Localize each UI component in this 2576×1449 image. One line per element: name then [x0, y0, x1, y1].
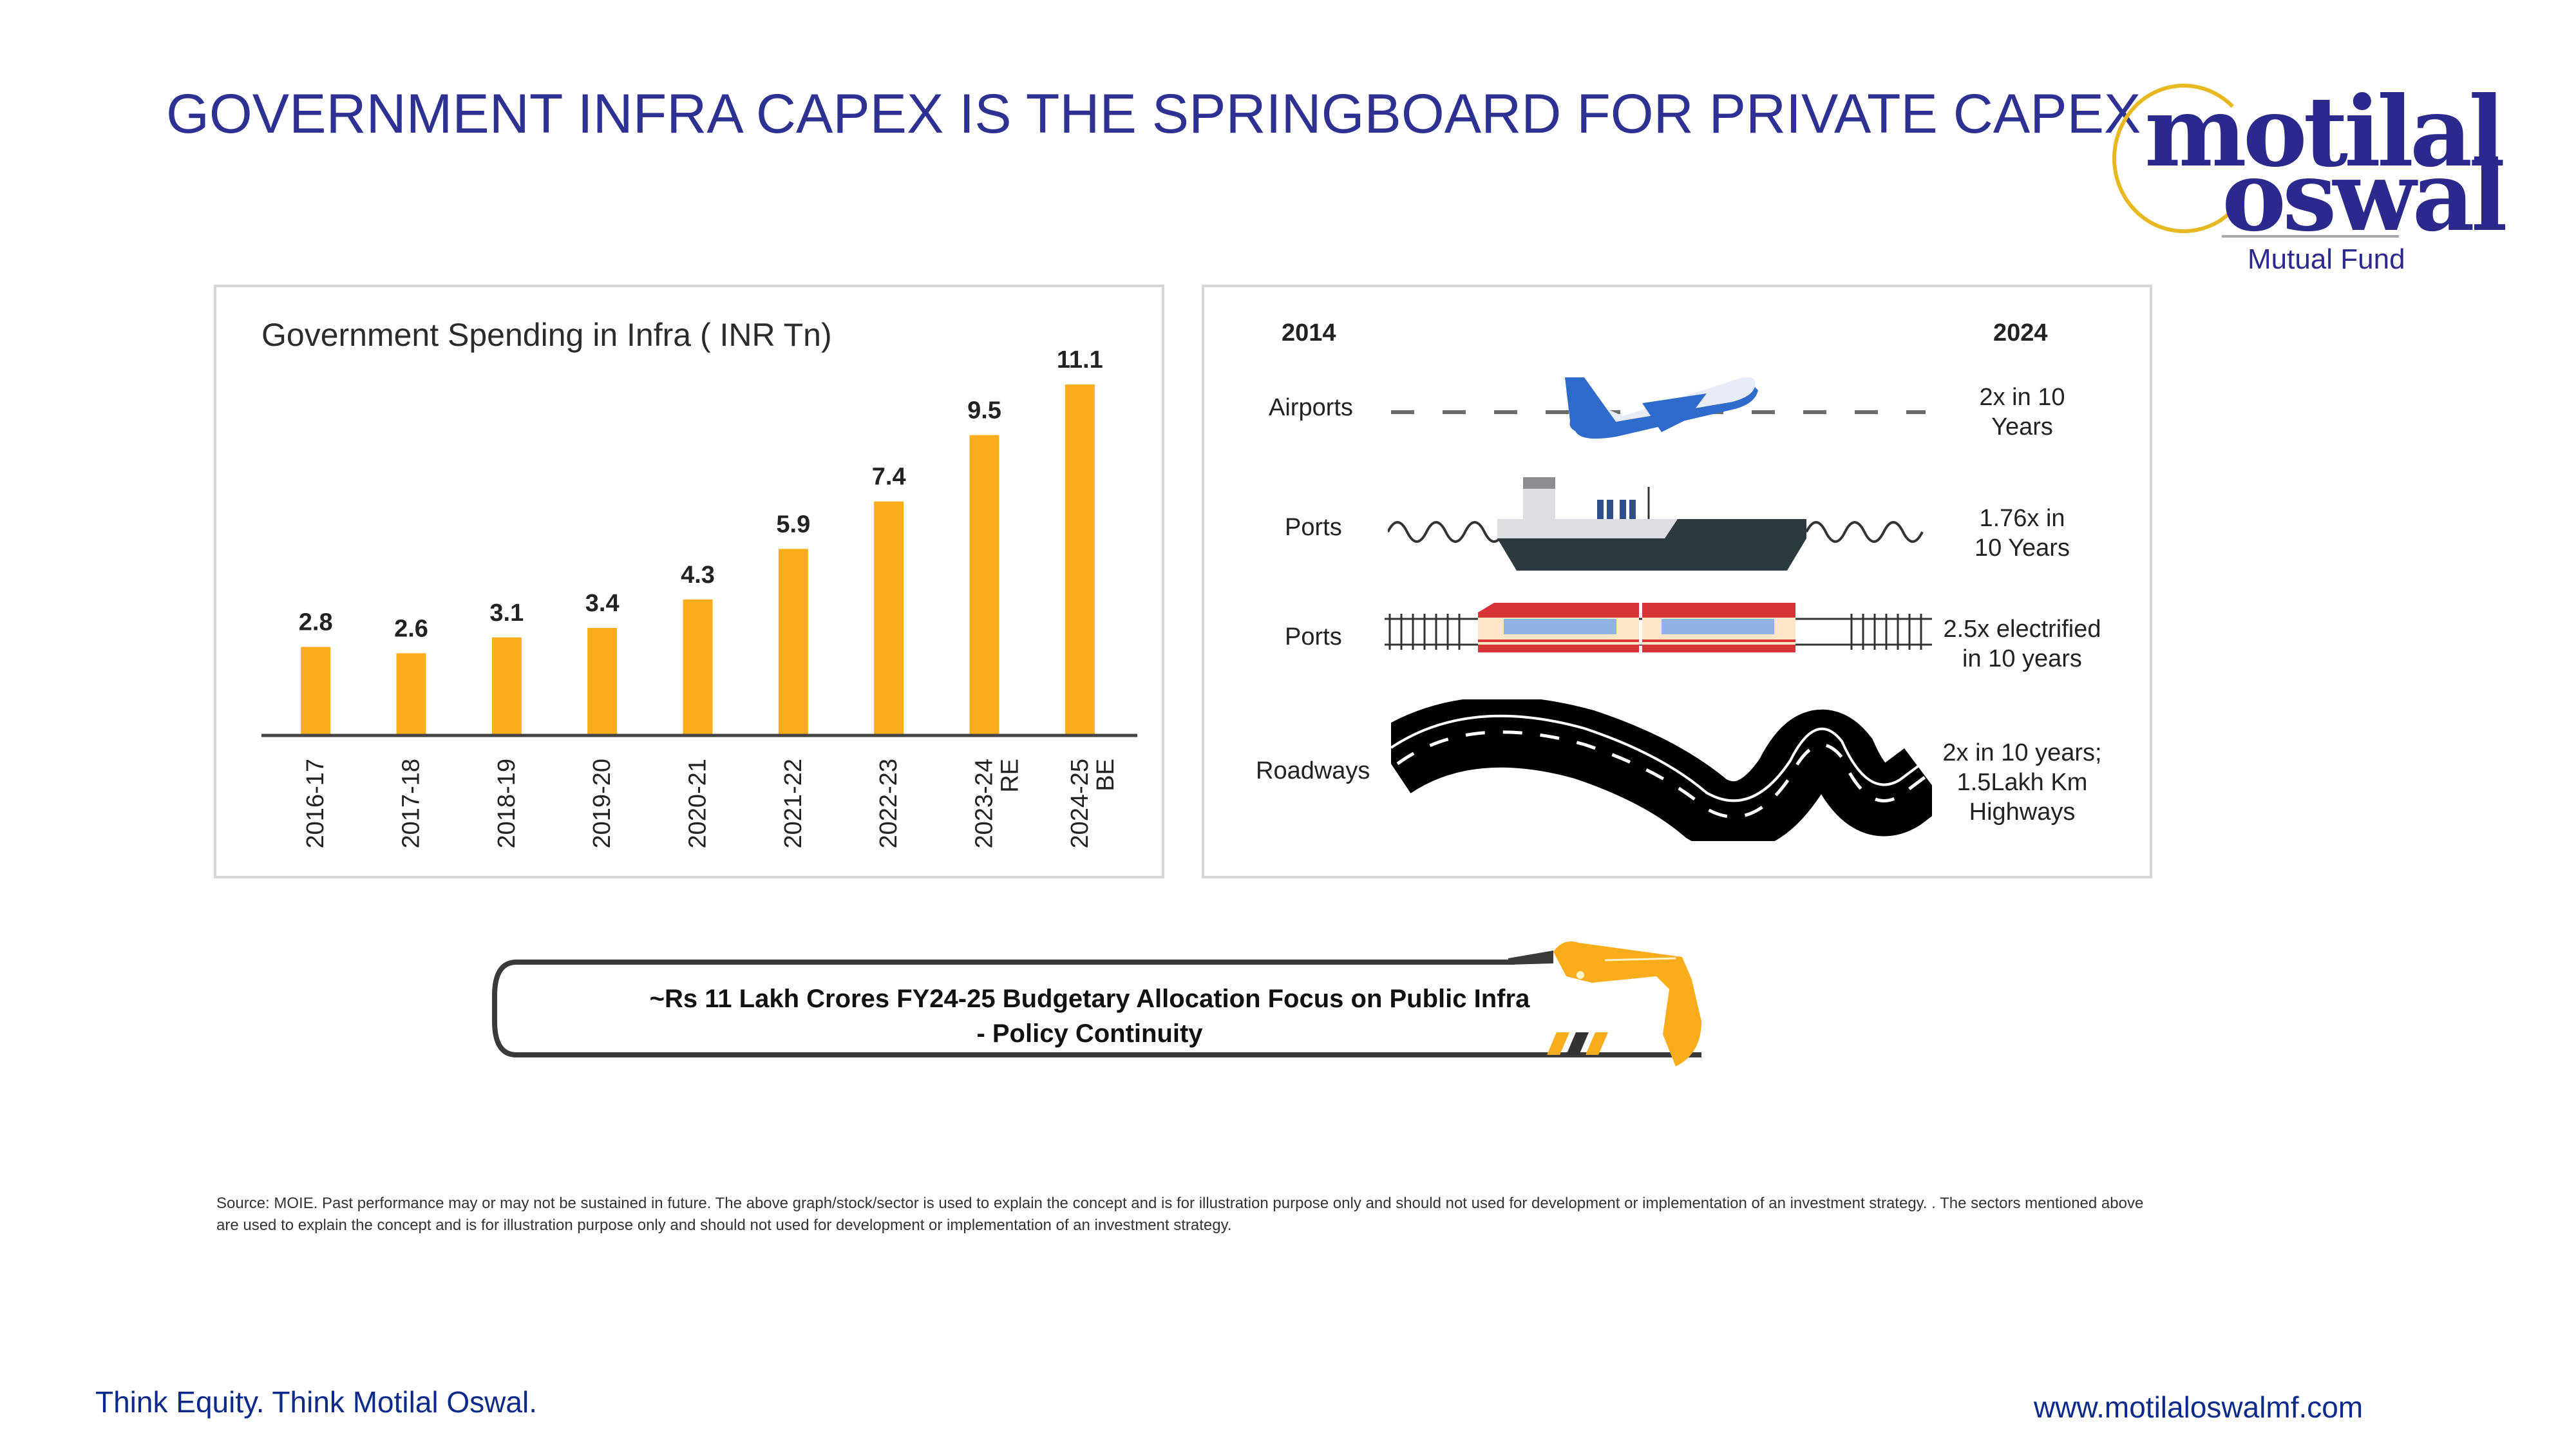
- value-line: 1.5Lakh Km: [1956, 769, 2088, 796]
- slide-title: GOVERNMENT INFRA CAPEX IS THE SPRINGBOAR…: [166, 83, 2141, 145]
- x-tick-label: 2021-22: [780, 759, 807, 848]
- data-label: 4.3: [681, 562, 715, 589]
- row-label-rail: Ports: [1285, 623, 1342, 650]
- footer-website-link[interactable]: www.motilaloswalmf.com: [2034, 1390, 2363, 1424]
- value-line: 1.76x in: [1979, 505, 2065, 532]
- row-value-rail: 2.5x electrified in 10 years: [1919, 614, 2125, 674]
- bar-2018-19: [491, 637, 522, 735]
- bar-2019-20: [587, 628, 618, 735]
- x-tick-label: 2020-21: [685, 759, 712, 848]
- row-value-ports: 1.76x in 10 Years: [1919, 504, 2125, 563]
- data-label: 2.6: [394, 615, 428, 642]
- bar-2016-17: [301, 647, 331, 735]
- value-line: 2x in 10 years;: [1942, 739, 2102, 766]
- x-tick-label: 2019-20: [589, 759, 616, 848]
- excavator-icon: [1508, 941, 1701, 1066]
- value-line: Years: [1991, 413, 2053, 440]
- banner-text: ~Rs 11 Lakh Crores FY24-25 Budgetary All…: [491, 981, 1689, 1051]
- motilal-oswal-logo: motilal oswal Mutual Fund: [2106, 71, 2508, 283]
- x-tick-label: 2016-17: [302, 759, 329, 848]
- airplane-icon: [1391, 377, 1926, 439]
- logo-subtitle: Mutual Fund: [2248, 243, 2405, 275]
- value-line: 2.5x electrified: [1943, 616, 2101, 643]
- logo-divider: [2222, 235, 2399, 238]
- bar-chart: 2.8 2016-17 2.6 2017-18 3.1 2018-19 3.4 2019-20…: [261, 346, 1137, 848]
- value-line: 10 Years: [1975, 535, 2070, 562]
- train-icon: [1385, 603, 1932, 652]
- header-2014: 2014: [1282, 319, 1336, 346]
- x-tick-label: 2017-18: [398, 759, 425, 848]
- data-label: 5.9: [776, 511, 810, 538]
- row-label-ports: Ports: [1285, 514, 1342, 541]
- data-label: 3.1: [489, 600, 524, 627]
- hazard-stripes: [1547, 1032, 1608, 1055]
- value-line: Highways: [1969, 799, 2076, 826]
- bar-2022-23: [874, 501, 904, 735]
- value-line: in 10 years: [1962, 645, 2082, 672]
- disclaimer: Source: MOIE. Past performance may or ma…: [216, 1195, 2144, 1234]
- x-tick-label: 2023-24: [971, 759, 998, 848]
- footer-tagline: Think Equity. Think Motilal Oswal.: [95, 1385, 537, 1419]
- infra-spending-chart-panel: Government Spending in Infra ( INR Tn) 2…: [214, 285, 1164, 878]
- value-line: 2x in 10: [1979, 384, 2065, 411]
- logo-word-oswal: oswal: [2222, 140, 2508, 253]
- row-label-roadways: Roadways: [1256, 757, 1370, 784]
- data-label: 2.8: [299, 609, 333, 636]
- x-tick-label: 2022-23: [875, 759, 902, 848]
- bar-2024-25 BE: [1065, 384, 1095, 735]
- data-label: 9.5: [967, 397, 1001, 424]
- infra-growth-panel: 2014 2024 Airports 2x in 10 Years Ports …: [1202, 285, 2152, 878]
- x-tick-label: RE: [997, 759, 1024, 793]
- budget-allocation-banner: ~Rs 11 Lakh Crores FY24-25 Budgetary All…: [491, 941, 1766, 1066]
- bar-2023-24 RE: [969, 435, 999, 735]
- banner-line-1: ~Rs 11 Lakh Crores FY24-25 Budgetary All…: [649, 985, 1530, 1013]
- chart-title: Government Spending in Infra ( INR Tn): [261, 317, 832, 353]
- header-2024: 2024: [1993, 319, 2048, 346]
- road-icon: [1391, 699, 1932, 841]
- ship-icon: [1388, 477, 1924, 571]
- bar-2020-21: [683, 599, 713, 735]
- x-tick-label: BE: [1092, 759, 1119, 791]
- logo-ring-icon: [2112, 84, 2255, 233]
- row-value-airports: 2x in 10 Years: [1919, 383, 2125, 442]
- data-label: 3.4: [585, 590, 620, 617]
- row-label-airports: Airports: [1269, 394, 1353, 421]
- x-tick-label: 2024-25: [1066, 759, 1094, 848]
- banner-frame: [492, 960, 1701, 1057]
- data-label: 7.4: [872, 464, 906, 491]
- bar-2017-18: [396, 653, 426, 735]
- row-value-roadways: 2x in 10 years; 1.5Lakh Km Highways: [1919, 738, 2125, 827]
- banner-line-2: - Policy Continuity: [976, 1019, 1203, 1048]
- logo-word-motilal: motilal: [2145, 75, 2505, 189]
- x-tick-label: 2018-19: [493, 759, 520, 848]
- data-label: 11.1: [1057, 346, 1103, 374]
- bar-2021-22: [778, 549, 808, 735]
